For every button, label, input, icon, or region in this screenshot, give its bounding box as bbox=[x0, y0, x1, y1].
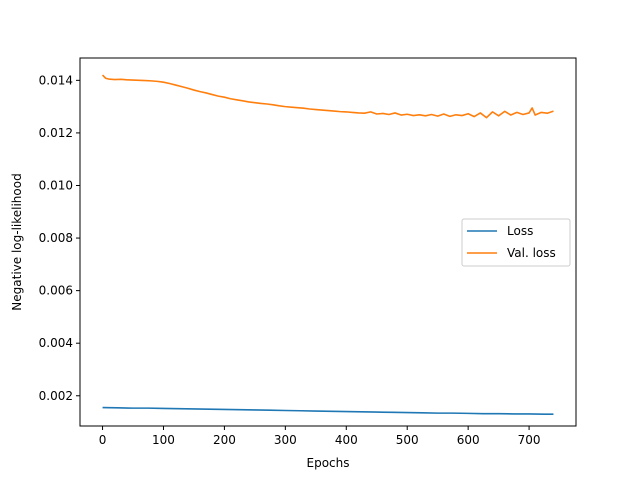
legend: Loss Val. loss bbox=[461, 218, 571, 267]
series-line-val-loss bbox=[101, 74, 554, 119]
legend-label-val-loss: Val. loss bbox=[507, 246, 556, 260]
series-line-loss bbox=[102, 406, 554, 415]
y-tick-label: 0.014 bbox=[39, 73, 73, 87]
legend-label-loss: Loss bbox=[507, 224, 533, 238]
x-tick-label: 300 bbox=[274, 433, 297, 447]
x-tick-label: 200 bbox=[213, 433, 236, 447]
y-tick-label: 0.002 bbox=[39, 389, 73, 403]
x-tick-label: 0 bbox=[99, 433, 107, 447]
x-axis-label: Epochs bbox=[307, 456, 350, 470]
y-tick-label: 0.010 bbox=[39, 178, 73, 192]
x-tick-label: 700 bbox=[518, 433, 541, 447]
y-tick-label: 0.012 bbox=[39, 126, 73, 140]
plot-frame bbox=[79, 57, 577, 427]
y-axis-label: Negative log-likelihood bbox=[10, 173, 24, 310]
x-axis-ticks: 0 100 200 300 400 500 600 700 bbox=[99, 426, 541, 447]
y-tick-label: 0.008 bbox=[39, 231, 73, 245]
x-tick-label: 500 bbox=[396, 433, 419, 447]
y-tick-label: 0.004 bbox=[39, 336, 73, 350]
y-tick-label: 0.006 bbox=[39, 284, 73, 298]
plot-lines bbox=[101, 74, 554, 415]
x-tick-label: 400 bbox=[335, 433, 358, 447]
y-axis-ticks: 0.002 0.004 0.006 0.008 0.010 0.012 0.014 bbox=[39, 73, 80, 403]
x-tick-label: 100 bbox=[152, 433, 175, 447]
x-tick-label: 600 bbox=[457, 433, 480, 447]
